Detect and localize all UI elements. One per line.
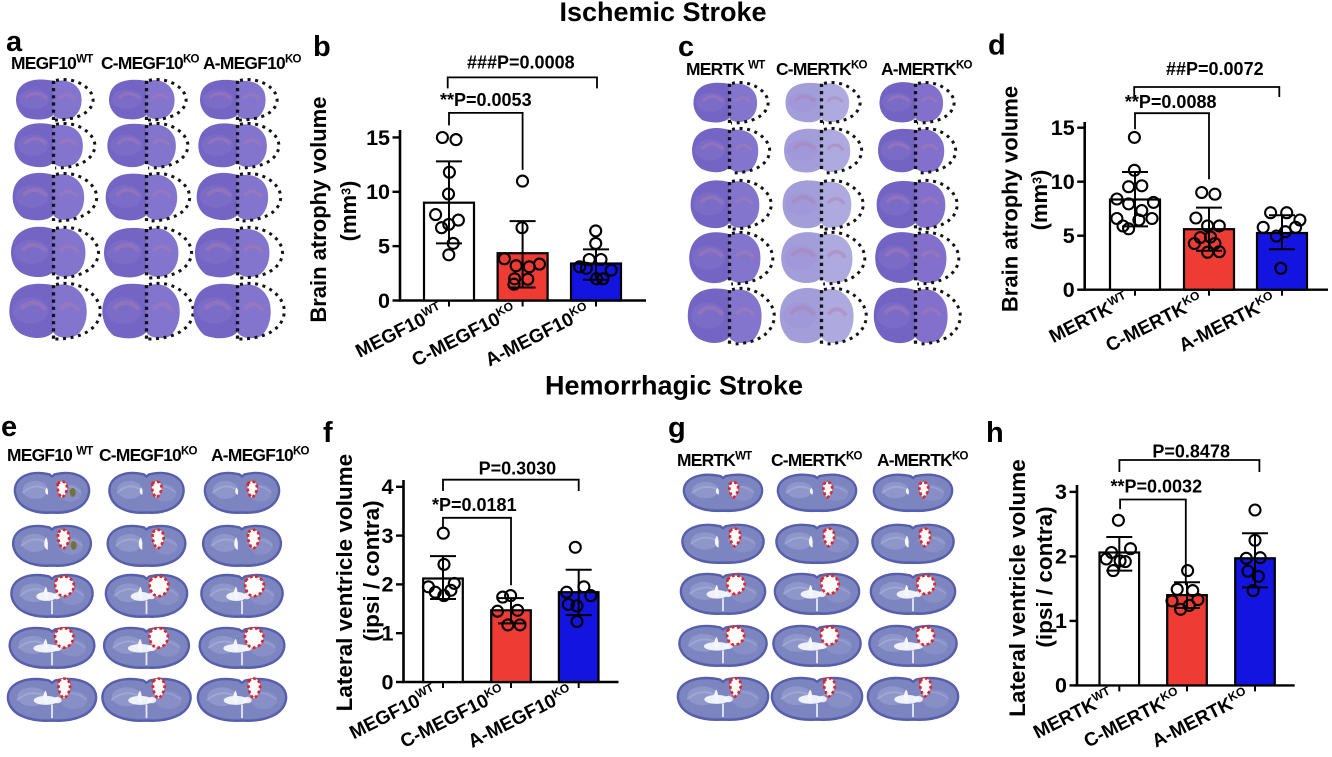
svg-text:4: 4 [382,475,394,499]
svg-text:d: d [988,30,1006,62]
svg-text:2: 2 [382,573,394,597]
svg-text:3: 3 [382,524,394,548]
svg-text:P=0.8478: P=0.8478 [1152,441,1230,461]
svg-text:MEGF10 WT: MEGF10 WT [7,445,93,465]
svg-text:1: 1 [382,622,394,646]
svg-text:b: b [313,31,331,63]
svg-text:0: 0 [1063,278,1075,302]
svg-text:MERTK WT: MERTK WT [686,59,765,79]
svg-text:##P=0.0072: ##P=0.0072 [1166,59,1264,79]
svg-text:A-MEGF10KO: A-MEGF10KO [203,53,301,73]
svg-text:A-MEGF10KO: A-MEGF10KO [211,445,309,465]
svg-text:Lateral ventricle volume: Lateral ventricle volume [332,454,357,712]
svg-text:Hemorrhagic Stroke: Hemorrhagic Stroke [545,371,803,401]
svg-text:*P=0.0181: *P=0.0181 [432,495,517,515]
svg-text:(ipsi / contra): (ipsi / contra) [1032,506,1057,647]
svg-text:2: 2 [1055,545,1067,569]
svg-text:a: a [6,26,23,58]
svg-text:**P=0.0053: **P=0.0053 [440,90,532,110]
svg-text:**P=0.0088: **P=0.0088 [1125,92,1217,112]
svg-text:3: 3 [1055,480,1067,504]
svg-text:MEGF10WT: MEGF10WT [11,53,93,73]
svg-text:e: e [1,411,17,443]
svg-text:c: c [678,31,694,63]
svg-text:f: f [323,417,333,449]
svg-text:10: 10 [1051,170,1075,194]
svg-text:0: 0 [382,670,394,694]
svg-text:1: 1 [1055,609,1067,633]
svg-text:5: 5 [378,234,390,258]
svg-text:P=0.3030: P=0.3030 [479,458,557,478]
svg-text:0: 0 [378,289,390,313]
svg-text:5: 5 [1063,224,1075,248]
svg-text:C-MEGF10KO: C-MEGF10KO [101,53,199,73]
svg-text:h: h [986,417,1004,449]
svg-text:C-MERTKKO: C-MERTKKO [771,450,862,470]
svg-text:Brain atrophy volume: Brain atrophy volume [998,86,1023,312]
svg-text:MERTKWT: MERTKWT [677,450,752,470]
svg-text:C-MERTKKO: C-MERTKKO [776,59,867,79]
svg-text:A-MERTKKO: A-MERTKKO [877,450,968,470]
svg-text:**P=0.0032: **P=0.0032 [1111,476,1203,496]
svg-text:0: 0 [1055,674,1067,698]
svg-text:C-MEGF10KO: C-MEGF10KO [99,445,197,465]
svg-text:10: 10 [366,180,390,204]
svg-text:Brain atrophy volume: Brain atrophy volume [306,97,331,323]
svg-text:###P=0.0008: ###P=0.0008 [467,53,575,73]
svg-text:g: g [668,412,686,444]
svg-text:15: 15 [1051,116,1075,140]
svg-text:Lateral ventricle volume: Lateral ventricle volume [1005,459,1030,717]
svg-text:Ischemic Stroke: Ischemic Stroke [559,0,766,27]
svg-text:(ipsi / contra): (ipsi / contra) [359,500,384,641]
svg-text:15: 15 [366,126,390,150]
svg-text:A-MERTKKO: A-MERTKKO [881,59,972,79]
